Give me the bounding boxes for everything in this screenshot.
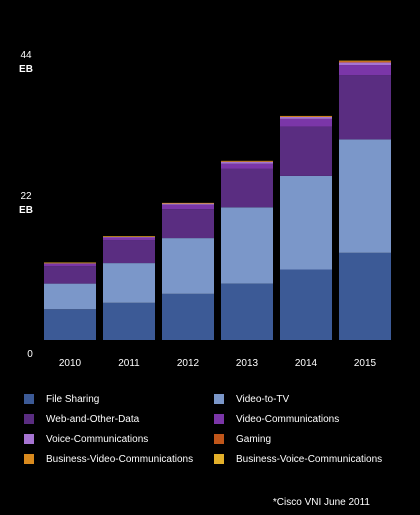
legend-label: Web-and-Other-Data [46,413,140,425]
legend-item: Video-Communications [214,413,404,425]
legend-swatch [214,454,224,464]
legend-swatch [214,394,224,404]
bar-segment-video-communications [280,118,332,127]
bar-segment-file-sharing [44,309,96,340]
bar-segment-video-communications [221,163,273,169]
x-tick-label: 2014 [295,358,318,369]
legend-item: File Sharing [24,393,214,405]
bar-segment-video-to-tv [221,207,273,284]
legend-swatch [214,434,224,444]
chart-legend: File Sharing Video-to-TV Web-and-Other-Dat… [24,393,404,465]
bar-segment-business-voice-communications [280,115,332,117]
bar-segment-business-voice-communications [44,262,96,264]
y-tick-unit: EB [19,205,33,216]
bar-segment-web-and-other-data [44,266,96,284]
bar-segment-file-sharing [339,252,391,340]
legend-swatch [214,414,224,424]
legend-item: Video-to-TV [214,393,404,405]
legend-item: Business-Video-Communications [24,453,214,465]
y-tick-unit: EB [19,64,33,75]
bar-segment-video-to-tv [44,283,96,310]
legend-label: Video-Communications [236,413,340,425]
bar-segment-voice-communications [280,116,332,119]
bar-segment-video-communications [103,237,155,241]
legend-label: Business-Voice-Communications [236,453,383,465]
y-tick-label: 44 [20,50,32,61]
bar-segment-video-to-tv [280,175,332,270]
bar-segment-file-sharing [221,283,273,340]
legend-swatch [24,454,34,464]
y-tick-label: 22 [20,191,32,202]
legend-label: Voice-Communications [46,433,149,445]
bar-segment-gaming [280,116,332,117]
x-tick-label: 2015 [354,358,377,369]
legend-item: Web-and-Other-Data [24,413,214,425]
bar-segment-gaming [339,61,391,63]
legend-item: Gaming [214,433,404,445]
bar-segment-video-communications [339,65,391,76]
bar-segment-file-sharing [280,269,332,340]
legend-label: Video-to-TV [236,393,290,405]
bar-segment-voice-communications [339,62,391,66]
bar-segment-gaming [221,161,273,162]
bar-segment-business-voice-communications [103,236,155,237]
legend-item: Business-Voice-Communications [214,453,404,465]
bar-segment-file-sharing [103,302,155,340]
bar-segment-web-and-other-data [339,75,391,140]
legend-label: File Sharing [46,393,100,405]
bar-segment-web-and-other-data [162,209,214,239]
bar-segment-business-voice-communications [162,202,214,204]
legend-label: Gaming [236,433,272,445]
x-tick-label: 2011 [118,358,140,369]
x-tick-label: 2013 [236,358,259,369]
stacked-bar-chart: 0 22 EB 44 EB 2010 2011 2012 2013 2014 2015 [19,50,391,369]
legend-swatch [24,394,34,404]
bar-segment-video-communications [44,263,96,267]
bar-segment-voice-communications [221,161,273,164]
bar-segment-business-voice-communications [339,60,391,62]
legend-label: Business-Video-Communications [46,453,194,465]
bar-segment-video-to-tv [162,238,214,294]
bar-segment-voice-communications [162,203,214,205]
legend-item: Voice-Communications [24,433,214,445]
bar-segment-web-and-other-data [221,168,273,208]
legend-swatch [24,414,34,424]
x-tick-label: 2010 [59,358,82,369]
source-footnote: *Cisco VNI June 2011 [272,497,370,508]
bar-segment-video-communications [162,204,214,210]
legend-swatch [24,434,34,444]
bar-segment-web-and-other-data [280,126,332,176]
bar-segment-file-sharing [162,293,214,340]
bar-segment-voice-communications [44,263,96,264]
y-tick-label: 0 [27,349,33,360]
bar-segment-video-to-tv [103,263,155,303]
bar-segment-voice-communications [103,236,155,238]
bar-segment-business-voice-communications [221,160,273,162]
x-tick-label: 2012 [177,358,200,369]
bar-segment-video-to-tv [339,139,391,253]
bar-segment-web-and-other-data [103,240,155,264]
